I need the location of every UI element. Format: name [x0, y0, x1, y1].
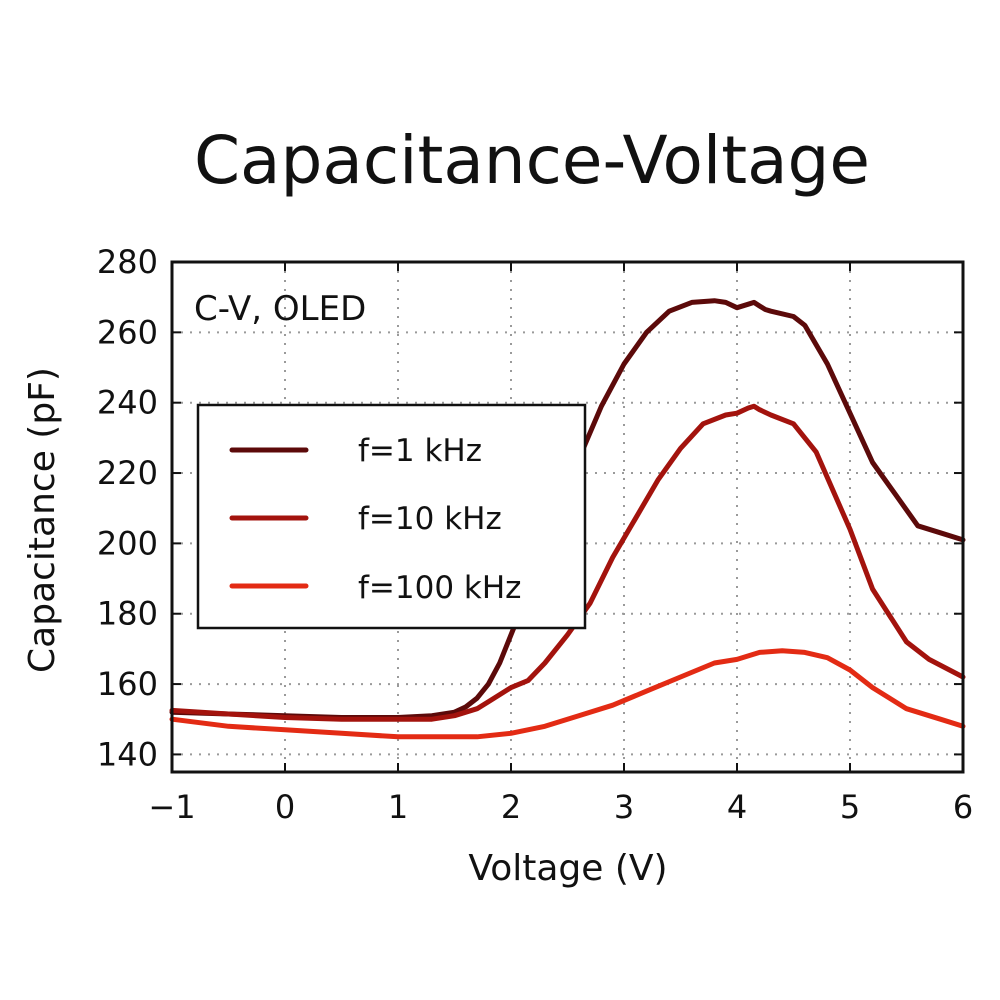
x-tick-label: 5	[840, 788, 860, 826]
x-tick-label: −1	[148, 788, 195, 826]
series-line-1khz	[169, 298, 966, 720]
y-tick-label: 260	[97, 313, 158, 351]
x-tick-label: 0	[275, 788, 295, 826]
x-tick-label: 1	[388, 788, 408, 826]
x-tick-label: 6	[953, 788, 973, 826]
legend: f=1 kHz f=10 kHz f=100 kHz	[196, 403, 587, 630]
x-axis-label: Voltage (V)	[468, 848, 667, 889]
series-line-100khz	[169, 648, 966, 740]
legend-label-1khz: f=1 kHz	[358, 433, 482, 469]
chart-annotation: C-V, OLED	[194, 289, 366, 329]
x-tick-label: 3	[614, 788, 634, 826]
legend-label-10khz: f=10 kHz	[358, 501, 502, 537]
series-line-10khz	[169, 403, 966, 722]
series-lines	[169, 298, 966, 740]
x-tick-label: 2	[501, 788, 521, 826]
y-tick-label: 200	[97, 524, 158, 562]
y-axis-label: Capacitance (pF)	[22, 367, 63, 673]
y-tick-label: 180	[97, 595, 158, 633]
y-tick-label: 220	[97, 454, 158, 492]
axis-ticks: −1 0 1 2 3 4 5 6 140 160 180 200 220 240 260 280	[97, 243, 973, 826]
legend-label-100khz: f=100 kHz	[358, 570, 521, 606]
y-tick-label: 140	[97, 735, 158, 773]
y-tick-label: 280	[97, 243, 158, 281]
y-tick-label: 160	[97, 665, 158, 703]
y-tick-label: 240	[97, 384, 158, 422]
plot-frame	[170, 260, 965, 774]
chart-title: Capacitance-Voltage	[194, 122, 870, 199]
x-tick-label: 4	[727, 788, 747, 826]
